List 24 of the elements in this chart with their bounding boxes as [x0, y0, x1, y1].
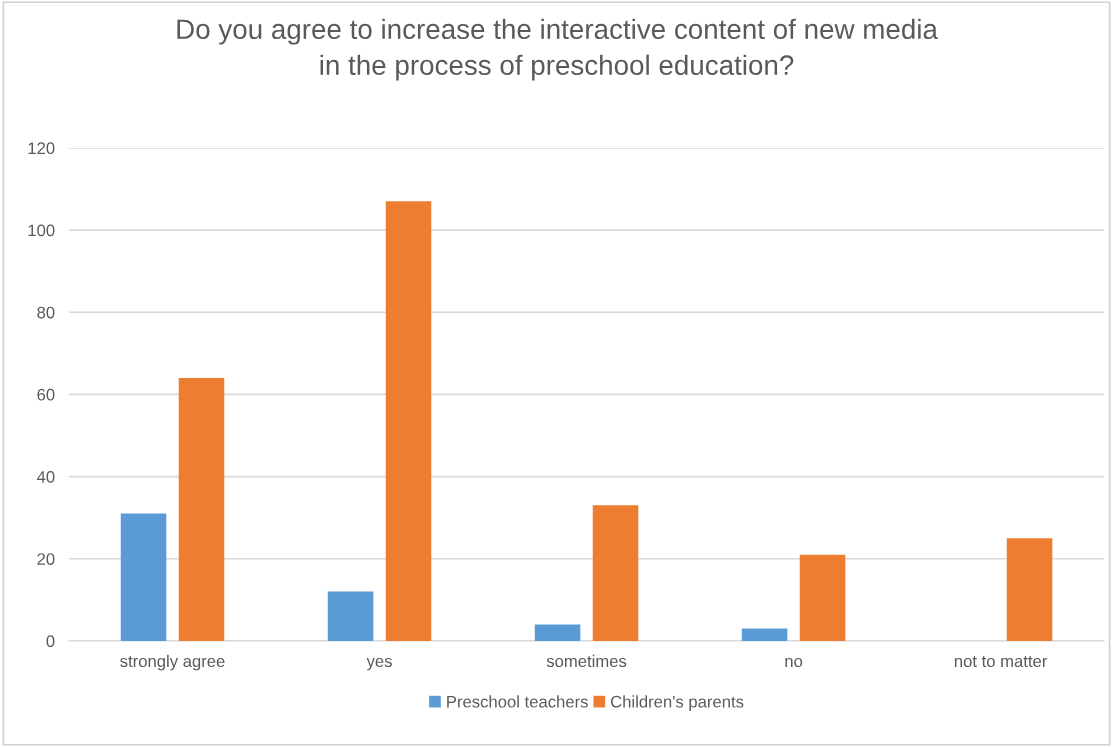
chart-title: Do you agree to increase the interactive content of new media in the process of preschool education? — [177, 18, 938, 81]
bar — [327, 591, 374, 641]
y-tick-label: 20 — [37, 553, 55, 565]
y-tick-label: 80 — [37, 306, 55, 319]
x-tick-label: strongly agree — [120, 654, 225, 671]
y-tick-label: 100 — [28, 224, 55, 237]
bar — [592, 505, 639, 641]
y-tick-label: 60 — [37, 388, 55, 401]
bar — [385, 201, 432, 641]
bar — [120, 513, 167, 641]
bar — [799, 554, 846, 641]
bar — [178, 377, 225, 641]
bar — [741, 628, 788, 641]
bar — [1006, 538, 1053, 641]
x-tick-label: yes — [366, 657, 392, 671]
x-tick-label: no — [785, 657, 803, 668]
bar — [534, 624, 581, 641]
legend-label: Preschool teachers — [447, 695, 588, 708]
x-tick-label: not to matter — [954, 656, 1048, 668]
x-tick-label: sometimes — [546, 654, 627, 668]
legend-label: Children's parents — [610, 695, 744, 711]
y-tick-label: 120 — [28, 142, 55, 155]
y-tick-label: 40 — [36, 470, 55, 483]
y-tick-label: 0 — [46, 635, 55, 648]
